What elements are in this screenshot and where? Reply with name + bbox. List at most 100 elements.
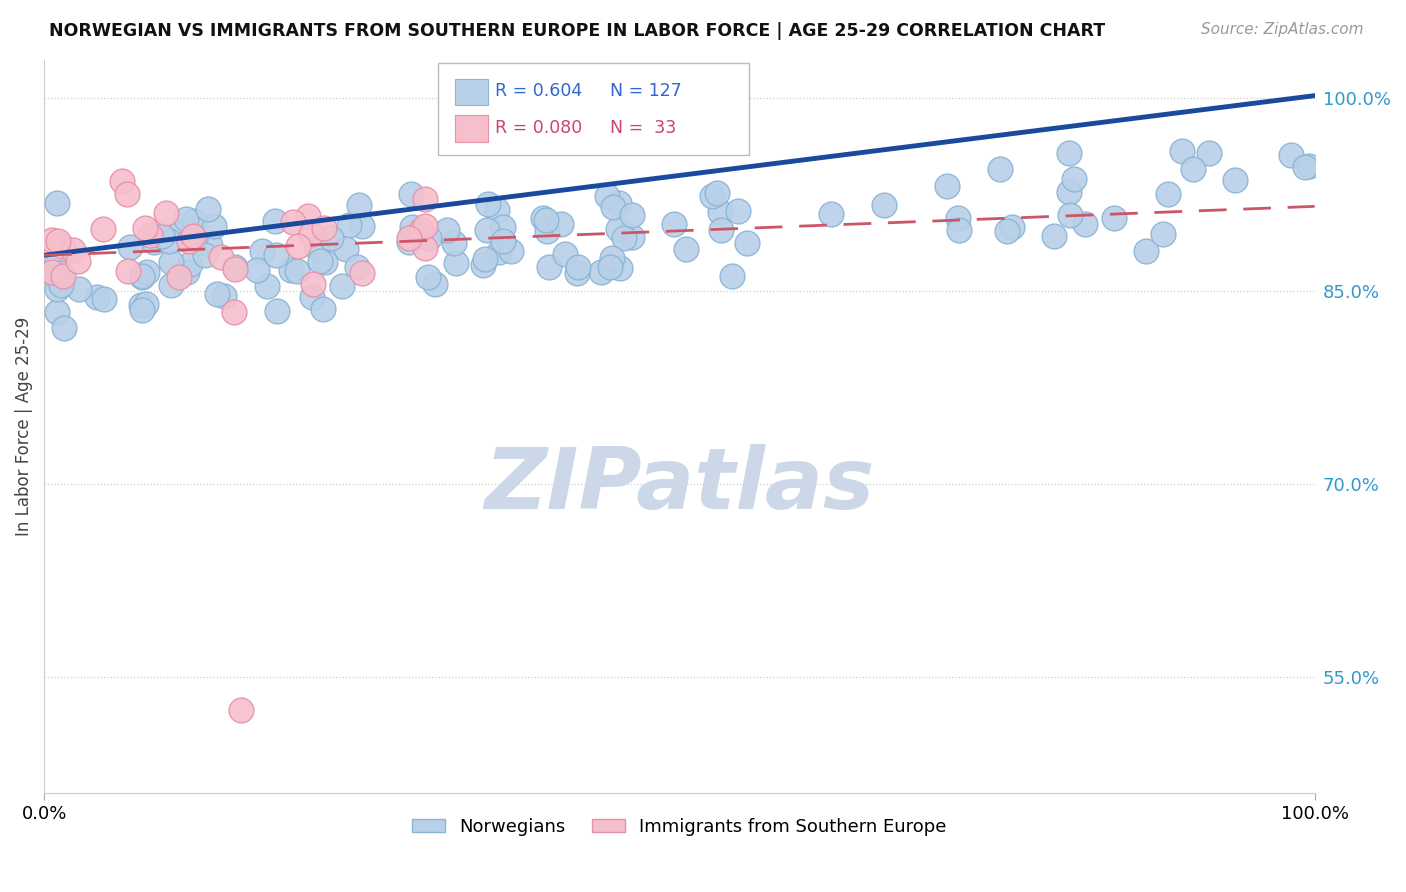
Point [222,305,245,319]
Point [131,270,153,285]
Point [1225,173,1247,187]
Point [606,221,628,235]
Point [727,204,749,219]
Point [45,272,67,286]
Point [280,263,302,277]
Point [176,265,198,279]
Point [246,262,269,277]
Point [398,231,420,245]
Point [709,205,731,219]
Point [1074,217,1097,231]
Point [1152,227,1174,242]
Point [131,269,153,284]
Point [1298,159,1320,173]
Point [312,221,335,235]
Point [591,265,613,279]
Point [285,264,308,278]
Point [152,228,174,243]
Point [554,247,576,261]
Point [52,320,75,334]
Point [401,219,423,234]
Point [337,218,360,232]
Point [41,233,63,247]
Point [45,305,67,319]
Point [1000,220,1022,235]
Point [1059,208,1081,222]
Point [409,223,432,237]
Point [620,229,643,244]
Point [224,262,246,277]
Point [111,174,134,188]
Point [49,266,72,280]
Point [311,302,333,317]
Point [301,277,323,292]
Point [820,207,842,221]
Point [176,212,198,227]
Point [335,242,357,256]
Point [664,218,686,232]
Point [477,197,499,211]
Point [675,242,697,256]
Point [350,266,373,280]
Point [596,189,619,203]
Point [135,297,157,311]
Point [472,258,495,272]
Point [66,254,89,268]
Point [155,206,177,220]
Text: Source: ZipAtlas.com: Source: ZipAtlas.com [1201,22,1364,37]
Point [250,244,273,258]
Point [224,260,246,274]
Point [256,279,278,293]
Text: R = 0.080: R = 0.080 [495,119,582,136]
Point [413,192,436,206]
Point [131,302,153,317]
Point [86,290,108,304]
Point [301,290,323,304]
FancyBboxPatch shape [454,78,488,105]
Point [1279,148,1302,162]
Point [62,243,84,257]
Point [721,269,744,284]
Point [609,260,631,275]
Point [117,264,139,278]
Point [183,228,205,243]
Point [183,214,205,228]
Point [266,304,288,318]
Point [209,250,232,264]
Point [135,265,157,279]
Point [287,239,309,253]
Point [710,222,733,236]
Point [91,222,114,236]
Point [474,252,496,266]
Point [46,234,69,248]
Point [531,211,554,226]
Point [139,227,162,242]
Point [169,225,191,239]
Point [205,286,228,301]
Point [177,234,200,248]
Y-axis label: In Labor Force | Age 25-29: In Labor Force | Age 25-29 [15,317,32,536]
Point [134,221,156,235]
Point [51,239,73,253]
Point [607,195,630,210]
Point [398,235,420,249]
Point [319,231,342,245]
Point [477,223,499,237]
Point [436,223,458,237]
Point [620,208,643,222]
Point [948,223,970,237]
Point [202,219,225,234]
Point [1156,187,1178,202]
Point [1102,211,1125,225]
Point [120,240,142,254]
FancyBboxPatch shape [454,115,488,142]
Text: NORWEGIAN VS IMMIGRANTS FROM SOUTHERN EUROPE IN LABOR FORCE | AGE 25-29 CORRELAT: NORWEGIAN VS IMMIGRANTS FROM SOUTHERN EU… [49,22,1105,40]
Point [281,215,304,229]
Point [486,202,509,217]
Point [1057,185,1080,199]
Point [159,254,181,268]
Point [423,277,446,292]
Point [413,219,436,234]
Point [1059,145,1081,160]
Point [499,244,522,259]
